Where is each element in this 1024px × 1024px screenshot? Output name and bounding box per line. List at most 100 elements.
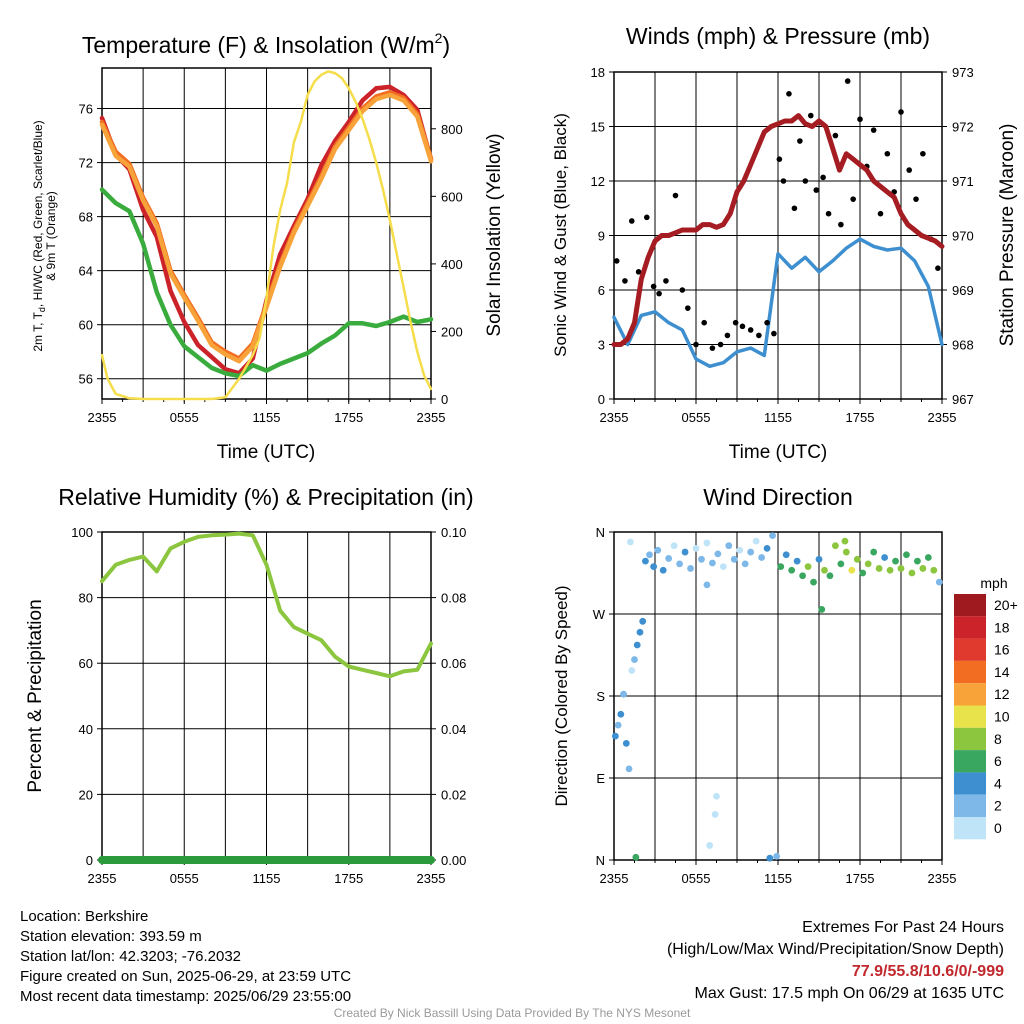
temp-panel-title: Temperature (F) & Insolation (W/m2)	[82, 30, 450, 58]
colorbar-swatch	[954, 660, 986, 684]
wind-x-axis-label: Time (UTC)	[729, 442, 828, 463]
y-tick-label: 6	[598, 283, 605, 298]
direction-point	[864, 560, 872, 568]
y-tick-label: 76	[79, 102, 93, 117]
gust-point	[679, 287, 686, 293]
direction-point	[709, 559, 716, 567]
gust-point	[756, 332, 762, 339]
x-tick-label: 1155	[764, 410, 792, 425]
y-tick-label: 12	[591, 174, 605, 189]
gust-point	[791, 205, 798, 212]
direction-point	[766, 854, 774, 862]
y-tick-label: 20	[79, 787, 93, 802]
y-tick-label: 80	[79, 591, 93, 606]
x-tick-label: 1155	[253, 410, 281, 425]
y-tick-label: 64	[79, 264, 93, 279]
x-tick-label: 2355	[600, 871, 629, 886]
extremes-legend: (High/Low/Max Wind/Precipitation/Snow De…	[666, 941, 1004, 958]
series-line-relative-humidity	[100, 531, 433, 679]
recent-timestamp: Most recent data timestamp: 2025/06/29 2…	[20, 988, 352, 1005]
series-line-station-pressure	[611, 113, 945, 347]
gust-point	[771, 330, 777, 337]
colorbar-swatch	[954, 683, 986, 706]
gust-point	[650, 283, 657, 290]
direction-point	[676, 560, 683, 568]
gust-point	[898, 109, 904, 115]
gust-point	[663, 278, 669, 284]
direction-point	[892, 557, 899, 565]
y-tick-label: E	[596, 771, 605, 786]
wind-panel-title: Winds (mph) & Pressure (mb)	[626, 23, 930, 49]
direction-point	[804, 563, 812, 571]
y-tick-label: 9	[598, 229, 605, 244]
gust-point	[780, 178, 787, 184]
extremes-info: Extremes For Past 24 Hours (High/Low/Max…	[667, 917, 1004, 1005]
colorbar-swatch	[954, 616, 986, 639]
direction-point	[758, 554, 765, 561]
direction-point	[711, 811, 719, 818]
direction-point	[793, 557, 801, 565]
gust-point	[797, 138, 803, 144]
y-tick-label: 15	[591, 120, 605, 135]
gust-point	[656, 290, 662, 297]
direction-point	[769, 532, 776, 540]
direction-point	[853, 555, 861, 563]
x-tick-label: 2355	[417, 410, 446, 425]
direction-point	[826, 572, 834, 580]
colorbar-swatch	[954, 638, 986, 661]
gust-point	[906, 167, 912, 173]
direction-point	[703, 539, 711, 547]
colorbar-swatch	[954, 817, 986, 840]
gust-point	[701, 319, 707, 326]
series-line-solar-insolation	[100, 70, 433, 401]
direction-point	[617, 710, 625, 718]
colorbar-swatch	[954, 772, 986, 795]
colorbar-swatch	[954, 750, 986, 773]
credit-line: Created By Nick Bassill Using Data Provi…	[333, 1006, 691, 1020]
direction-point	[875, 565, 883, 572]
extremes-title: Extremes For Past 24 Hours	[802, 919, 1004, 936]
direction-point	[698, 555, 705, 563]
gust-point	[825, 210, 832, 217]
y2-tick-label: 0	[441, 392, 448, 407]
x-tick-label: 2355	[600, 410, 629, 425]
y-tick-label: 18	[591, 65, 605, 80]
y2-tick-label: 0.08	[441, 591, 466, 606]
colorbar-label: 14	[994, 664, 1010, 680]
gust-point	[622, 278, 628, 284]
colorbar-title: mph	[980, 575, 1007, 591]
x-tick-label: 1155	[253, 871, 281, 886]
x-tick-label: 1755	[334, 410, 363, 425]
direction-point	[848, 566, 856, 574]
gust-point	[920, 150, 926, 157]
y2-tick-label: 971	[952, 174, 974, 189]
direction-point	[627, 538, 634, 546]
direction-point	[919, 565, 927, 572]
gust-point	[747, 327, 754, 333]
plot-frame	[613, 71, 943, 400]
colorbar-swatch	[954, 705, 986, 728]
x-tick-label: 0555	[170, 410, 199, 425]
series-line-9m-t	[99, 92, 434, 364]
rh-panel-title: Relative Humidity (%) & Precipitation (i…	[58, 484, 473, 510]
direction-point	[719, 563, 727, 571]
y2-tick-label: 970	[952, 229, 974, 244]
direction-point	[628, 667, 636, 674]
direction-point	[636, 628, 644, 636]
station-info: Location: Berkshire Station elevation: 3…	[20, 907, 351, 1007]
x-tick-label: 2355	[88, 871, 117, 886]
plot-frame	[101, 67, 432, 400]
direction-point	[903, 551, 910, 559]
direction-point	[870, 548, 878, 556]
direction-point	[706, 842, 714, 849]
direction-point	[642, 557, 649, 565]
direction-point	[924, 554, 932, 561]
direction-point	[670, 542, 678, 550]
direction-point	[654, 546, 662, 554]
gust-point	[672, 192, 679, 199]
direction-point	[930, 566, 938, 574]
direction-point	[741, 560, 749, 568]
y2-tick-label: 0.04	[441, 722, 466, 737]
y2-tick-label: 600	[441, 189, 463, 204]
direction-point	[897, 565, 905, 572]
